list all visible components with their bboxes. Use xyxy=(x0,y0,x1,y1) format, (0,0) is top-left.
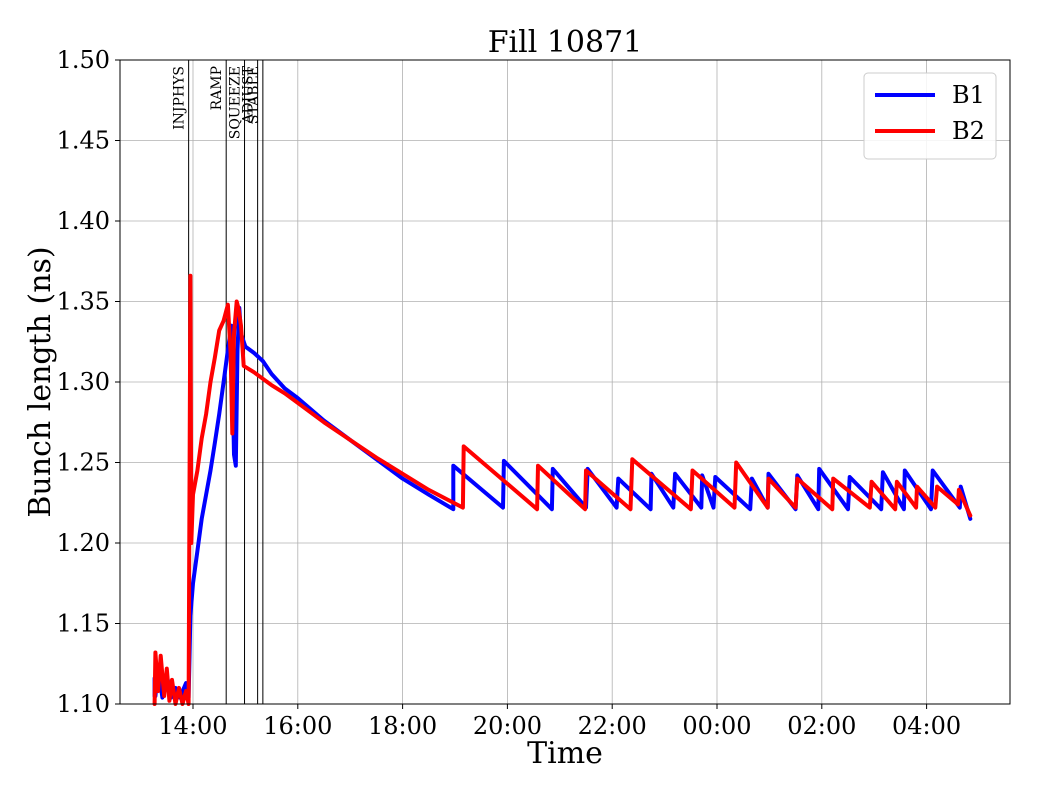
y-tick-label: 1.25 xyxy=(57,449,110,477)
x-tick-label: 18:00 xyxy=(368,712,437,740)
y-tick-label: 1.15 xyxy=(57,610,110,638)
x-tick-label: 00:00 xyxy=(682,712,751,740)
legend-label-b1: B1 xyxy=(952,81,985,109)
y-tick-label: 1.50 xyxy=(57,46,110,74)
phase-label: ADJUST xyxy=(241,65,257,124)
x-tick-label: 04:00 xyxy=(892,712,961,740)
chart-title: Fill 10871 xyxy=(488,25,643,60)
legend-label-b2: B2 xyxy=(952,117,985,145)
y-tick-label: 1.35 xyxy=(57,288,110,316)
x-tick-label: 22:00 xyxy=(578,712,647,740)
x-axis-label: Time xyxy=(527,736,603,771)
phase-label: STABLE xyxy=(246,66,262,124)
y-tick-label: 1.20 xyxy=(57,529,110,557)
x-tick-label: 02:00 xyxy=(787,712,856,740)
axis-ticks: 14:00 16:00 18:00 20:00 22:00 00:00 02:00 04:00… xyxy=(57,46,962,740)
y-tick-label: 1.30 xyxy=(57,368,110,396)
x-tick-label: 16:00 xyxy=(263,712,332,740)
y-axis-label: Bunch length (ns) xyxy=(23,246,58,517)
y-tick-label: 1.40 xyxy=(57,207,110,235)
y-tick-label: 1.45 xyxy=(57,127,110,155)
series-line-b2 xyxy=(152,273,973,706)
phase-label: RAMP xyxy=(209,66,225,110)
y-tick-label: 1.10 xyxy=(57,690,110,718)
series-line-b1 xyxy=(152,305,973,700)
x-tick-label: 14:00 xyxy=(158,712,227,740)
x-tick-label: 20:00 xyxy=(473,712,542,740)
phase-label: INJPHYS xyxy=(172,66,188,130)
phase-label: SQUEEZE xyxy=(228,66,244,139)
series-layer xyxy=(152,273,973,706)
